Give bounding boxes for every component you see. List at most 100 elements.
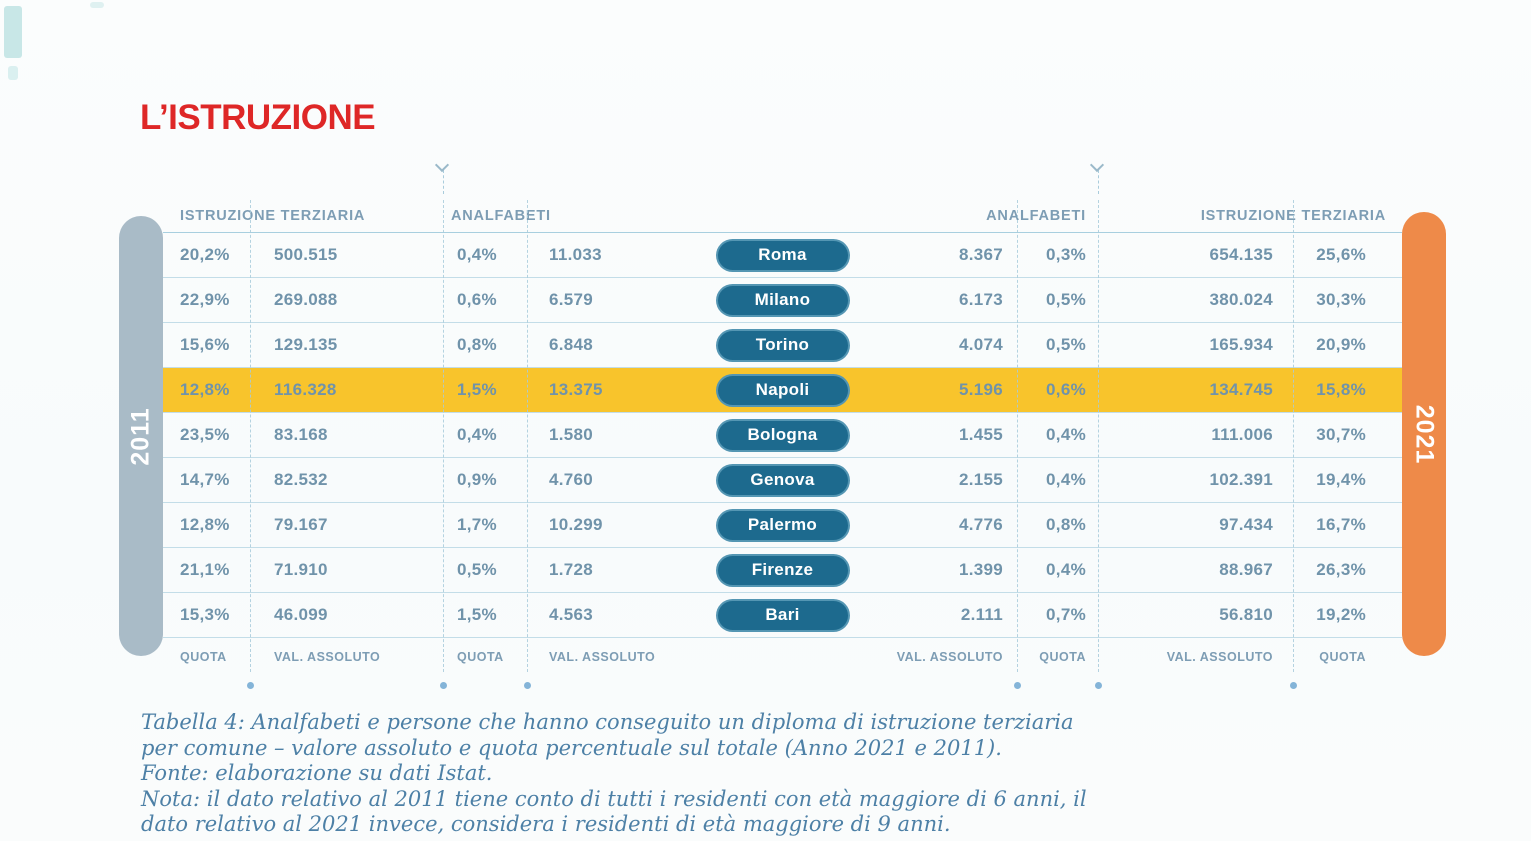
- header-istruzione-terziaria-2021: ISTRUZIONE TERZIARIA: [1200, 208, 1386, 224]
- cell-illiterate-quota-2021: 0,7%: [1046, 605, 1086, 624]
- table-row: 23,5% 83.168 0,4% 1.580 Bologna 1.455 0,…: [163, 412, 1402, 457]
- cell-illiterate-quota-2011: 1,5%: [457, 380, 497, 399]
- cell-tertiary-value-2011: 129.135: [274, 335, 338, 354]
- cell-illiterate-value-2021: 2.155: [958, 470, 1003, 489]
- cell-illiterate-quota-2021: 0,4%: [1046, 560, 1086, 579]
- footer-val-analf-2011: VAL. ASSOLUTO: [549, 650, 656, 664]
- cell-illiterate-quota-2011: 0,4%: [457, 245, 497, 264]
- cell-tertiary-value-2011: 116.328: [274, 380, 337, 399]
- table-body: 20,2% 500.515 0,4% 11.033 Roma 8.367 0,3…: [163, 232, 1402, 638]
- cell-illiterate-value-2021: 5.196: [958, 380, 1003, 399]
- scan-artifact: [90, 2, 104, 8]
- cell-tertiary-quota-2021: 30,3%: [1316, 290, 1366, 309]
- cell-tertiary-value-2011: 79.167: [274, 515, 328, 534]
- cell-tertiary-quota-2021: 20,9%: [1316, 335, 1366, 354]
- caption-line: dato relativo al 2021 invece, considera …: [141, 812, 951, 836]
- column-divider: [250, 200, 251, 672]
- cell-tertiary-quota-2011: 22,9%: [180, 290, 230, 309]
- cell-illiterate-quota-2021: 0,5%: [1046, 335, 1086, 354]
- caption-line: per comune – valore assoluto e quota per…: [141, 735, 1002, 760]
- table-row: 22,9% 269.088 0,6% 6.579 Milano 6.173 0,…: [163, 277, 1402, 322]
- city-pill: Firenze: [715, 553, 850, 587]
- footer-quota-analf-2011: QUOTA: [457, 650, 504, 664]
- cell-tertiary-value-2021: 380.024: [1209, 290, 1273, 309]
- city-cell: Firenze: [700, 553, 865, 587]
- cell-illiterate-value-2021: 2.111: [960, 605, 1003, 624]
- cell-tertiary-value-2021: 134.745: [1209, 380, 1273, 399]
- chevron-down-icon: [434, 157, 450, 173]
- cell-illiterate-quota-2011: 1,7%: [457, 515, 497, 534]
- column-marker-dot: [1014, 682, 1021, 689]
- city-cell: Genova: [700, 463, 865, 497]
- cell-illiterate-value-2011: 6.579: [549, 290, 594, 309]
- cell-tertiary-value-2021: 165.934: [1209, 335, 1273, 354]
- cell-tertiary-value-2021: 102.391: [1209, 470, 1273, 489]
- year-bar-2021: 2021: [1402, 212, 1446, 656]
- city-pill: Torino: [715, 328, 850, 362]
- cell-tertiary-value-2011: 71.910: [274, 560, 328, 579]
- column-divider-stub: [443, 170, 444, 194]
- city-pill: Bari: [715, 598, 850, 632]
- cell-illiterate-value-2011: 11.033: [549, 245, 602, 264]
- cell-illiterate-value-2011: 13.375: [549, 380, 603, 399]
- cell-illiterate-value-2021: 8.367: [958, 245, 1003, 264]
- year-bar-2011: 2011: [119, 216, 163, 656]
- cell-illiterate-value-2021: 1.399: [958, 560, 1003, 579]
- cell-tertiary-quota-2021: 15,8%: [1316, 380, 1366, 399]
- caption-line: Tabella 4: Analfabeti e persone che hann…: [141, 710, 1074, 734]
- city-cell: Roma: [700, 238, 865, 272]
- cell-illiterate-value-2021: 4.776: [958, 515, 1003, 534]
- column-marker-dot: [1290, 682, 1297, 689]
- cell-tertiary-quota-2011: 15,6%: [180, 335, 230, 354]
- cell-illiterate-value-2011: 10.299: [549, 515, 603, 534]
- cell-tertiary-value-2021: 97.434: [1219, 515, 1273, 534]
- table-row: 15,3% 46.099 1,5% 4.563 Bari 2.111 0,7% …: [163, 592, 1402, 637]
- column-divider: [1293, 200, 1294, 672]
- cell-illiterate-quota-2011: 0,9%: [457, 470, 497, 489]
- chevron-down-icon: [1089, 157, 1105, 173]
- cell-tertiary-quota-2021: 19,4%: [1316, 470, 1366, 489]
- city-cell: Palermo: [700, 508, 865, 542]
- city-cell: Bologna: [700, 418, 865, 452]
- column-marker-dot: [440, 682, 447, 689]
- city-cell: Torino: [700, 328, 865, 362]
- footer-quota-2011: QUOTA: [180, 650, 227, 664]
- cell-illiterate-quota-2021: 0,4%: [1046, 470, 1086, 489]
- cell-tertiary-quota-2011: 12,8%: [180, 380, 230, 399]
- city-pill: Bologna: [715, 418, 850, 452]
- cell-tertiary-value-2011: 82.532: [274, 470, 328, 489]
- cell-tertiary-value-2011: 500.515: [274, 245, 338, 264]
- cell-tertiary-quota-2011: 15,3%: [180, 605, 230, 624]
- year-label-2011: 2011: [126, 406, 155, 466]
- cell-tertiary-quota-2021: 19,2%: [1316, 605, 1366, 624]
- cell-tertiary-quota-2011: 20,2%: [180, 245, 230, 264]
- cell-illiterate-quota-2021: 0,5%: [1046, 290, 1086, 309]
- city-cell: Bari: [700, 598, 865, 632]
- cell-illiterate-quota-2021: 0,8%: [1046, 515, 1086, 534]
- cell-tertiary-value-2021: 56.810: [1219, 605, 1273, 624]
- page-title: L’ISTRUZIONE: [140, 98, 376, 137]
- cell-tertiary-value-2011: 46.099: [274, 605, 328, 624]
- header-analfabeti-2011: ANALFABETI: [451, 208, 551, 224]
- cell-illiterate-value-2011: 1.580: [549, 425, 594, 444]
- cell-illiterate-value-2021: 1.455: [958, 425, 1003, 444]
- footer-val-analf-2021: VAL. ASSOLUTO: [896, 650, 1003, 664]
- cell-tertiary-quota-2021: 25,6%: [1316, 245, 1366, 264]
- table-header-row: ISTRUZIONE TERZIARIA ANALFABETI ANALFABE…: [163, 196, 1402, 232]
- city-pill: Roma: [715, 238, 850, 272]
- cell-tertiary-value-2011: 269.088: [274, 290, 338, 309]
- city-cell: Napoli: [700, 373, 865, 407]
- column-divider: [1098, 200, 1099, 672]
- cell-tertiary-quota-2011: 21,1%: [180, 560, 230, 579]
- cell-illiterate-value-2021: 4.074: [958, 335, 1003, 354]
- city-cell: Milano: [700, 283, 865, 317]
- cell-tertiary-quota-2011: 23,5%: [180, 425, 230, 444]
- table-row: 12,8% 116.328 1,5% 13.375 Napoli 5.196 0…: [163, 367, 1402, 412]
- column-marker-dot: [247, 682, 254, 689]
- table-row: 15,6% 129.135 0,8% 6.848 Torino 4.074 0,…: [163, 322, 1402, 367]
- table-row: 21,1% 71.910 0,5% 1.728 Firenze 1.399 0,…: [163, 547, 1402, 592]
- caption-line: Nota: il dato relativo al 2011 tiene con…: [141, 786, 1087, 811]
- scan-artifact: [8, 66, 18, 80]
- cell-illiterate-value-2011: 1.728: [549, 560, 594, 579]
